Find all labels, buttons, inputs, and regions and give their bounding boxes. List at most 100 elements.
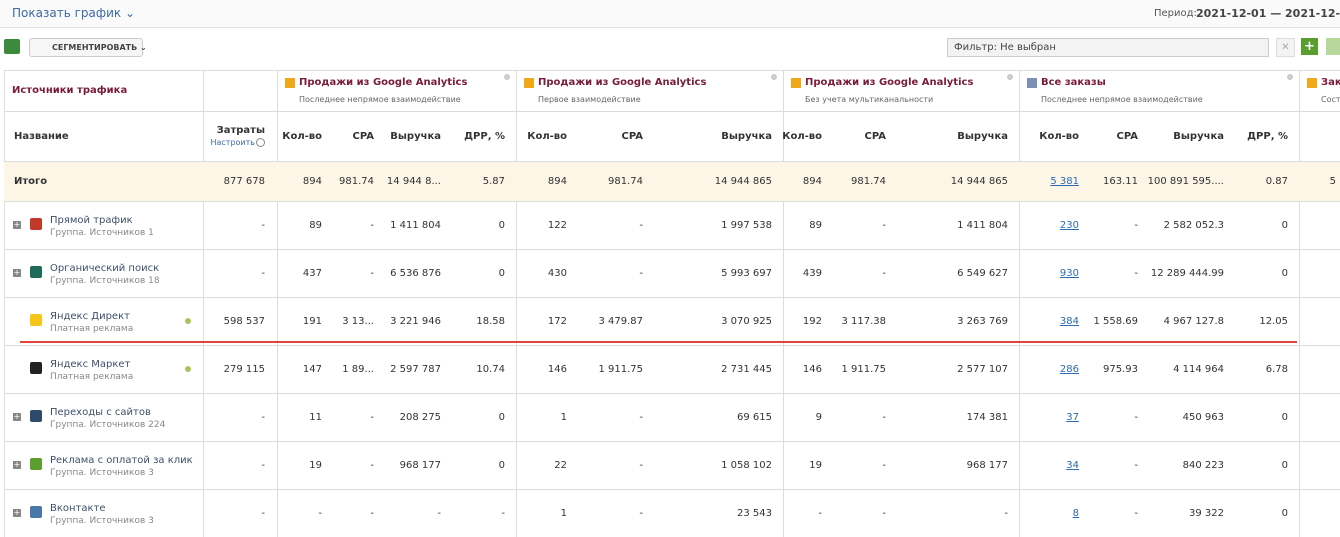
cell: -: [261, 460, 265, 471]
total-cell: 981.74: [608, 176, 643, 187]
column-header: Выручка: [957, 131, 1008, 142]
period-value-text[interactable]: 2021-12-01 — 2021-12-31: [1196, 7, 1340, 20]
row-name[interactable]: Переходы с сайтов: [50, 407, 151, 418]
row-border: [4, 111, 1340, 112]
period-value[interactable]: 2021-12-01 — 2021-12-31 ⌄: [1196, 7, 1340, 20]
show-chart[interactable]: Показать график ⌄: [12, 6, 136, 20]
clear-filter[interactable]: ✕: [1276, 38, 1295, 57]
cell[interactable]: 230: [1059, 220, 1079, 231]
total-cell: 14 944 8...: [386, 176, 441, 187]
help-icon: [256, 138, 265, 147]
cell[interactable]: 930: [1059, 268, 1079, 279]
cell: 89: [309, 220, 322, 231]
column-header: CPA: [621, 131, 644, 142]
row-border: [4, 489, 1340, 490]
cell: -: [639, 460, 643, 471]
cell: 4 114 964: [1173, 364, 1224, 375]
cell: 1 058 102: [721, 460, 772, 471]
cell[interactable]: 286: [1059, 364, 1079, 375]
column-border: [4, 70, 5, 537]
filter-box[interactable]: Фильтр: Не выбран: [947, 38, 1269, 57]
cell: -: [370, 268, 374, 279]
cell: 0: [1281, 220, 1288, 231]
cell: -: [639, 268, 643, 279]
column-header: Выручка: [390, 131, 441, 142]
row-name[interactable]: Вконтакте: [50, 503, 106, 514]
cell: 1 89...: [342, 364, 374, 375]
cell: 12 289 444.99: [1150, 268, 1224, 279]
cell: -: [261, 220, 265, 231]
cell: 0: [1281, 460, 1288, 471]
row-name[interactable]: Реклама с оплатой за клик: [50, 455, 193, 466]
source-header: Источники трафика: [12, 85, 128, 96]
cell: -: [370, 460, 374, 471]
cell: -: [639, 508, 643, 519]
total-bg: [4, 161, 1340, 201]
cell: 0: [498, 220, 505, 231]
column-header: ДРР, %: [464, 131, 505, 142]
cell: 1: [560, 508, 567, 519]
row-name[interactable]: Яндекс Маркет: [50, 359, 131, 370]
cell: 279 115: [223, 364, 265, 375]
row-name[interactable]: Яндекс Директ: [50, 311, 130, 322]
expand-icon[interactable]: +: [13, 268, 21, 277]
cell: -: [1004, 508, 1008, 519]
cell[interactable]: 34: [1066, 460, 1079, 471]
cell: -: [501, 508, 505, 519]
settings-icon[interactable]: [1287, 74, 1293, 80]
group-title: Продажи из Google Analytics: [299, 77, 468, 88]
group-icon: [1027, 78, 1037, 88]
cell[interactable]: 8: [1072, 508, 1079, 519]
cell: 3 117.38: [841, 316, 886, 327]
cell: -: [1134, 220, 1138, 231]
settings-icon[interactable]: [504, 74, 510, 80]
cell: 3 13...: [342, 316, 374, 327]
group-subtitle: Без учета мультиканальности: [805, 95, 934, 104]
cell: 6.78: [1265, 364, 1288, 375]
add-filter[interactable]: +: [1301, 38, 1318, 55]
source-icon: [30, 218, 42, 230]
segment-button[interactable]: СЕГМЕНТИРОВАТЬ ⌄: [29, 38, 147, 57]
cell: 1 997 538: [721, 220, 772, 231]
group-title: Продажи из Google Analytics: [805, 77, 974, 88]
total-cell: 894: [547, 176, 567, 187]
total-cell[interactable]: 5 381: [1050, 176, 1079, 187]
filter-label[interactable]: Фильтр: Не выбран: [954, 42, 1056, 53]
period-label: Период:: [1154, 8, 1197, 19]
cell: 19: [809, 460, 822, 471]
expand-icon[interactable]: +: [13, 220, 21, 229]
cell: 19: [309, 460, 322, 471]
row-name[interactable]: Прямой трафик: [50, 215, 133, 226]
cell[interactable]: 384: [1059, 316, 1079, 327]
expand-icon[interactable]: +: [13, 460, 21, 469]
cell: 191: [302, 316, 322, 327]
cell: 22: [554, 460, 567, 471]
cell: 5 993 697: [721, 268, 772, 279]
cell: -: [818, 508, 822, 519]
cell[interactable]: 37: [1066, 412, 1079, 423]
group-title: Продажи из Google Analytics: [538, 77, 707, 88]
settings-icon[interactable]: [1007, 74, 1013, 80]
cost-setup[interactable]: Настроить: [210, 138, 255, 147]
cell: 18.58: [476, 316, 505, 327]
settings-icon[interactable]: [771, 74, 777, 80]
cell: -: [370, 412, 374, 423]
group-icon: [1307, 78, 1317, 88]
column-header: CPA: [1116, 131, 1139, 142]
cell: 1: [560, 412, 567, 423]
expand-icon[interactable]: +: [13, 412, 21, 421]
name-header: Название: [14, 131, 69, 142]
expand-icon[interactable]: +: [13, 508, 21, 517]
filter-menu[interactable]: [1326, 38, 1340, 55]
cell: 174 381: [966, 412, 1008, 423]
row-border: [4, 249, 1340, 250]
total-cell: 0.87: [1265, 176, 1288, 187]
excel-icon[interactable]: [4, 39, 20, 54]
show-chart-label[interactable]: Показать график: [12, 6, 122, 20]
segment-label[interactable]: СЕГМЕНТИРОВАТЬ: [52, 43, 138, 52]
column-header: CPA: [352, 131, 375, 142]
row-name[interactable]: Органический поиск: [50, 263, 160, 274]
column-header: ДРР, %: [1247, 131, 1288, 142]
row-subtitle: Платная реклама: [50, 324, 134, 334]
total-cell: 981.74: [339, 176, 374, 187]
